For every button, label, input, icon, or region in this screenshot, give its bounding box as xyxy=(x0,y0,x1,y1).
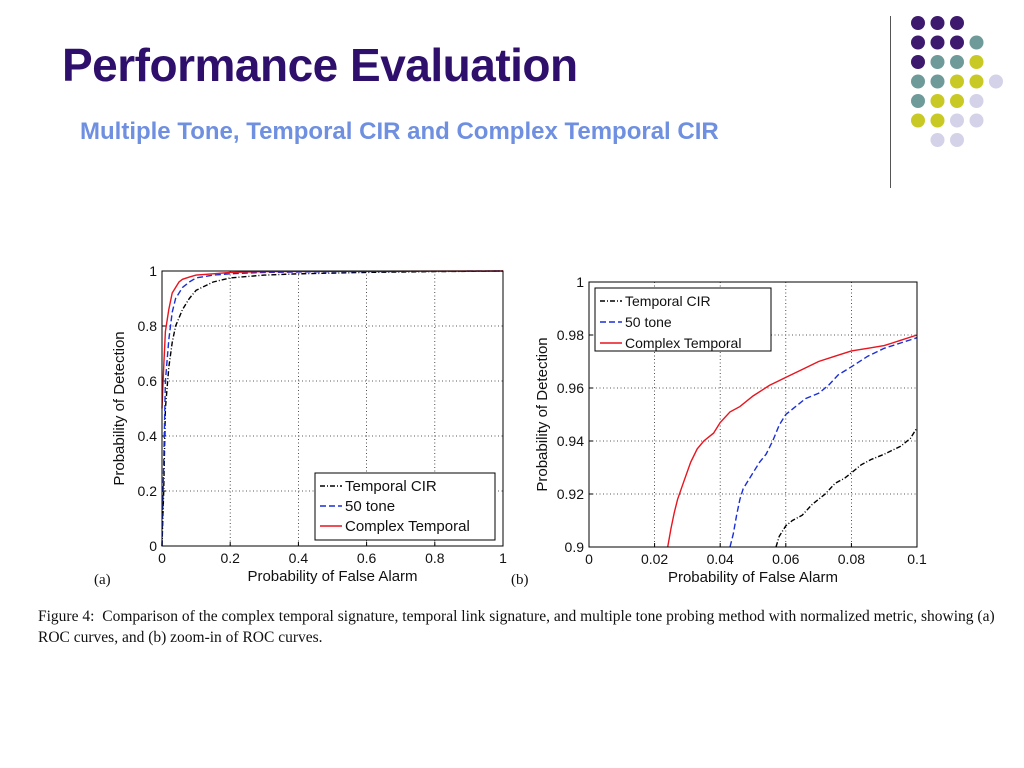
slide-title: Performance Evaluation xyxy=(62,39,578,91)
legend-label: Complex Temporal xyxy=(625,335,741,351)
series-line xyxy=(775,427,918,548)
decorative-dot xyxy=(950,74,964,89)
decorative-dot xyxy=(930,113,945,128)
decorative-dot xyxy=(911,113,925,128)
decorative-dot xyxy=(950,16,964,30)
slide-subtitle: Multiple Tone, Temporal CIR and Complex … xyxy=(80,118,719,145)
decorative-dot xyxy=(969,35,984,50)
series-line xyxy=(161,270,504,409)
legend-box xyxy=(594,287,772,352)
y-axis-label: Probability of Detection xyxy=(534,337,551,491)
legend-label: 50 tone xyxy=(345,498,395,515)
series-line xyxy=(729,337,918,548)
decorative-dot xyxy=(969,55,984,69)
decorative-dot xyxy=(969,113,984,128)
legend-label: 50 tone xyxy=(625,314,672,330)
caption-text: Comparison of the complex temporal signa… xyxy=(38,608,995,646)
decorative-dot xyxy=(930,133,945,147)
panel-a-label: (a) xyxy=(94,572,111,588)
decorative-dot xyxy=(911,35,925,50)
decorative-dot xyxy=(930,74,945,89)
y-tick-label: 0.4 xyxy=(138,428,158,444)
series-line xyxy=(161,270,504,547)
decorative-dot xyxy=(930,35,945,50)
y-tick-label: 0.98 xyxy=(557,327,584,343)
x-tick-label: 0.2 xyxy=(220,550,240,566)
x-tick-label: 0.08 xyxy=(838,551,865,567)
x-tick-label: 1 xyxy=(499,550,507,566)
legend-label: Temporal CIR xyxy=(345,478,437,495)
decorative-dot xyxy=(989,74,1003,89)
legend-box xyxy=(314,472,496,541)
x-tick-label: 0.6 xyxy=(357,550,377,566)
decorative-dot xyxy=(930,16,945,30)
y-tick-label: 1 xyxy=(576,274,584,290)
legend-label: Temporal CIR xyxy=(625,293,711,309)
x-axis-label: Probability of False Alarm xyxy=(247,568,417,585)
caption-label: Figure 4: xyxy=(38,608,95,625)
y-tick-label: 0.2 xyxy=(138,483,158,499)
x-tick-label: 0.04 xyxy=(707,551,734,567)
decorative-dot xyxy=(969,94,984,108)
y-tick-label: 0.94 xyxy=(557,433,584,449)
decorative-dot xyxy=(969,74,984,89)
decorative-dot xyxy=(950,133,964,147)
decorative-dot xyxy=(911,94,925,108)
decorative-dot xyxy=(930,94,945,108)
x-tick-label: 0.06 xyxy=(772,551,799,567)
roc-chart-b: 00.9 0.02 0.92 0.04 0.94 0.06 0.96 0.08 0.98 0.1 1… xyxy=(534,274,927,586)
y-tick-label: 0.96 xyxy=(557,380,584,396)
decorative-dot xyxy=(911,74,925,89)
plot-frame xyxy=(588,281,918,548)
decorative-dot xyxy=(930,55,945,69)
decorative-dot xyxy=(950,94,964,108)
roc-chart-a: 00 0.2 0.2 0.4 0.4 0.6 0.6 0.8 0.8 1 1 Probability … xyxy=(111,263,507,585)
series-line xyxy=(161,270,504,547)
figure-caption: Figure 4: Comparison of the complex temp… xyxy=(38,606,998,648)
x-tick-label: 0.02 xyxy=(641,551,668,567)
y-tick-label: 0.92 xyxy=(557,486,584,502)
x-tick-label: 0 xyxy=(585,551,593,567)
decorative-dot xyxy=(911,16,925,30)
decorative-dot xyxy=(950,113,964,128)
decorative-dot xyxy=(911,55,925,69)
plot-frame xyxy=(161,270,504,547)
decorative-dot-grid xyxy=(911,16,1003,147)
decorative-dot xyxy=(950,35,964,50)
y-tick-label: 0.9 xyxy=(565,539,585,555)
x-tick-label: 0.8 xyxy=(425,550,445,566)
y-tick-label: 0.6 xyxy=(138,373,158,389)
x-tick-label: 0.1 xyxy=(907,551,927,567)
series-line xyxy=(667,334,918,548)
y-tick-label: 1 xyxy=(149,263,157,279)
x-tick-label: 0.4 xyxy=(289,550,309,566)
y-axis-label: Probability of Detection xyxy=(111,331,128,485)
panel-b-label: (b) xyxy=(511,572,529,588)
decorative-dot xyxy=(950,55,964,69)
vertical-divider xyxy=(890,16,891,188)
x-tick-label: 0 xyxy=(158,550,166,566)
legend-label: Complex Temporal xyxy=(345,518,470,535)
x-axis-label: Probability of False Alarm xyxy=(668,569,838,586)
y-tick-label: 0.8 xyxy=(138,318,158,334)
y-tick-label: 0 xyxy=(149,538,157,554)
